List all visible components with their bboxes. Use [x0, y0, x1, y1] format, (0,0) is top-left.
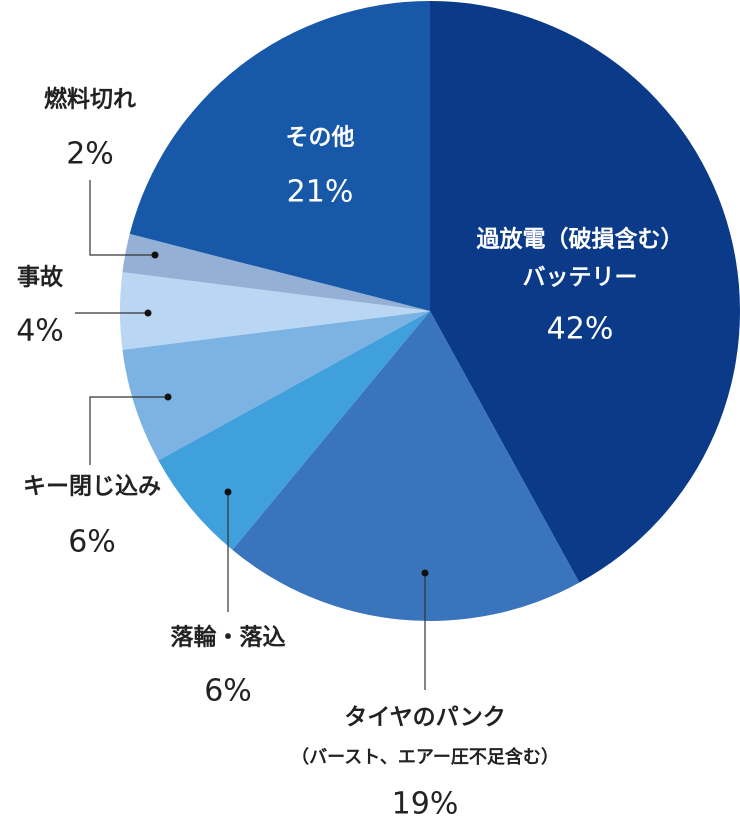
- value-label: 42%: [547, 312, 614, 347]
- slice-label: 事故: [17, 265, 63, 291]
- value-label: 2%: [66, 137, 114, 172]
- pie-slice: [129, 1, 430, 311]
- value-label: 6%: [68, 525, 116, 560]
- slice-label: （バースト、エアー圧不足含む）: [291, 746, 559, 768]
- slice-label: 過放電（破損含む）: [477, 226, 684, 253]
- leader-dot: [144, 309, 152, 317]
- leader-dot: [421, 569, 429, 577]
- leader-dot: [224, 488, 232, 496]
- pie-slice: [232, 311, 580, 621]
- slice-label: キー閉じ込み: [23, 474, 161, 500]
- leader-line: [89, 396, 168, 465]
- value-label: 6%: [204, 674, 252, 709]
- slice-label: 落輪・落込: [171, 624, 286, 651]
- leader-dot: [151, 251, 159, 259]
- leader-dot: [164, 393, 172, 401]
- leader-line: [89, 180, 155, 256]
- value-label: 21%: [287, 175, 354, 210]
- slice-label: その他: [286, 125, 355, 151]
- value-label: 19%: [392, 787, 459, 822]
- pie-slice: [122, 311, 430, 461]
- slice-label: 燃料切れ: [44, 86, 136, 113]
- pie-slice: [122, 233, 430, 311]
- pie-slice: [430, 1, 740, 583]
- slice-label: タイヤのパンク: [344, 705, 505, 731]
- value-label: 4%: [16, 314, 64, 349]
- slice-label: バッテリー: [523, 265, 638, 291]
- pie-slice: [120, 272, 431, 350]
